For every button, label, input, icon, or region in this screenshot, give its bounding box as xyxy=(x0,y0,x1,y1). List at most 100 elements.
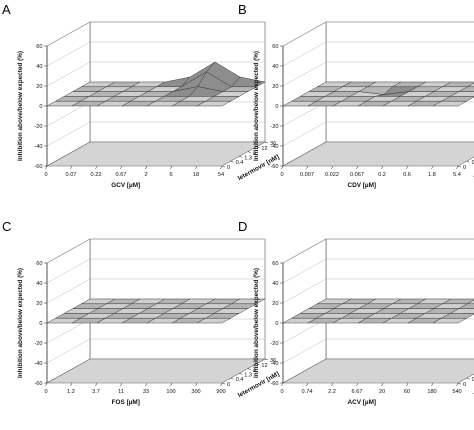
x-tick xyxy=(381,165,384,170)
x-tick xyxy=(281,165,284,170)
x-tick xyxy=(95,382,98,387)
surface-patch xyxy=(196,317,232,324)
x-tick xyxy=(45,165,48,170)
depth-tick xyxy=(264,141,269,144)
panel-label: D xyxy=(238,219,247,234)
wall-gridline xyxy=(46,61,265,87)
x-tick xyxy=(456,382,459,387)
x-tick-label: 0.67 xyxy=(116,172,127,178)
x-tick xyxy=(220,382,223,387)
z-tick-label: 60 xyxy=(36,44,42,50)
x-tick xyxy=(431,165,434,170)
x-tick xyxy=(381,382,384,387)
x-tick-label: 100 xyxy=(166,389,175,395)
x-axis-title: ACV [µM] xyxy=(347,399,376,406)
surface-patch xyxy=(432,100,468,107)
x-tick xyxy=(195,382,198,387)
x-tick-label: 1.8 xyxy=(428,172,436,178)
z-tick-label: 60 xyxy=(272,44,278,50)
x-tick-label: 60 xyxy=(404,389,410,395)
x-tick-label: 0.22 xyxy=(91,172,102,178)
x-tick xyxy=(70,382,73,387)
wall-gridline xyxy=(282,121,474,147)
wall-gridline xyxy=(46,258,265,284)
y-axis-title: Inhibition above/below expected (%) xyxy=(17,268,24,378)
wall-gridline xyxy=(282,41,474,67)
x-tick-label: 33 xyxy=(143,389,149,395)
surface-patch xyxy=(466,82,474,88)
wall-gridline xyxy=(282,238,474,264)
wall-gridline xyxy=(282,61,474,87)
wall-gridline xyxy=(46,278,265,304)
x-tick-label: 54 xyxy=(218,172,224,178)
z-tick-label: -20 xyxy=(270,341,278,347)
x-tick-label: 6 xyxy=(169,172,172,178)
depth-tick xyxy=(230,160,234,163)
surface-patch xyxy=(466,299,474,305)
depth-tick-label: 4 xyxy=(253,151,256,157)
z-tick-label: -20 xyxy=(34,341,42,347)
depth-tick-label: 12 xyxy=(261,363,267,369)
x-tick-label: 0.022 xyxy=(325,172,339,178)
depth-tick xyxy=(264,358,269,361)
x-tick xyxy=(306,165,309,170)
y-axis-title: Inhibition above/below expected (%) xyxy=(253,51,260,161)
y-axis-title: Inhibition above/below expected (%) xyxy=(17,51,24,161)
z-tick-label: 40 xyxy=(36,281,42,287)
depth-tick xyxy=(239,373,243,375)
depth-tick xyxy=(457,165,462,168)
x-tick xyxy=(306,382,309,387)
panel-label: C xyxy=(2,219,11,234)
x-tick xyxy=(195,165,198,170)
wall-gridline xyxy=(282,258,474,284)
x-tick-label: 0.6 xyxy=(403,172,411,178)
x-tick-label: 180 xyxy=(427,389,436,395)
z-tick-label: 60 xyxy=(272,261,278,267)
z-tick-label: -60 xyxy=(34,164,42,170)
x-tick xyxy=(170,382,173,387)
depth-tick xyxy=(256,146,260,149)
z-tick-label: 20 xyxy=(272,301,278,307)
z-tick-label: -60 xyxy=(270,381,278,387)
x-tick xyxy=(406,165,409,170)
wall-gridline xyxy=(46,121,265,147)
x-tick-label: 0 xyxy=(280,172,283,178)
x-axis-title: CDV [µM] xyxy=(347,182,376,189)
z-tick-label: 0 xyxy=(275,321,278,327)
z-tick-label: 20 xyxy=(36,301,42,307)
x-tick xyxy=(70,165,73,170)
wall-gridline xyxy=(282,278,474,304)
wall-gridline xyxy=(46,338,265,364)
x-tick-label: 0.74 xyxy=(302,389,313,395)
x-tick-label: 3.7 xyxy=(92,389,100,395)
depth-tick-label: 0.4 xyxy=(236,160,244,166)
x-tick xyxy=(95,165,98,170)
x-tick xyxy=(331,382,334,387)
x-tick-label: 5.4 xyxy=(453,172,461,178)
x-tick-label: 0 xyxy=(44,389,47,395)
x-tick xyxy=(281,382,284,387)
depth-tick-label: 0.4 xyxy=(472,377,474,383)
depth-tick xyxy=(247,368,251,370)
z-tick-label: 20 xyxy=(272,84,278,90)
x-tick-label: 0 xyxy=(280,389,283,395)
depth-tick xyxy=(247,151,251,153)
x-tick xyxy=(145,165,148,170)
x-tick xyxy=(431,382,434,387)
x-tick xyxy=(356,165,359,170)
wall-gridline xyxy=(46,21,265,47)
z-tick-label: -40 xyxy=(34,361,42,367)
depth-tick xyxy=(256,363,260,366)
x-tick xyxy=(331,165,334,170)
x-tick xyxy=(356,382,359,387)
z-tick-label: 0 xyxy=(39,321,42,327)
x-tick-label: 2.2 xyxy=(328,389,336,395)
depth-tick-label: 0 xyxy=(463,165,466,171)
x-tick xyxy=(120,165,123,170)
z-tick-label: -60 xyxy=(34,381,42,387)
depth-tick-label: 0 xyxy=(463,382,466,388)
depth-tick xyxy=(466,160,470,163)
